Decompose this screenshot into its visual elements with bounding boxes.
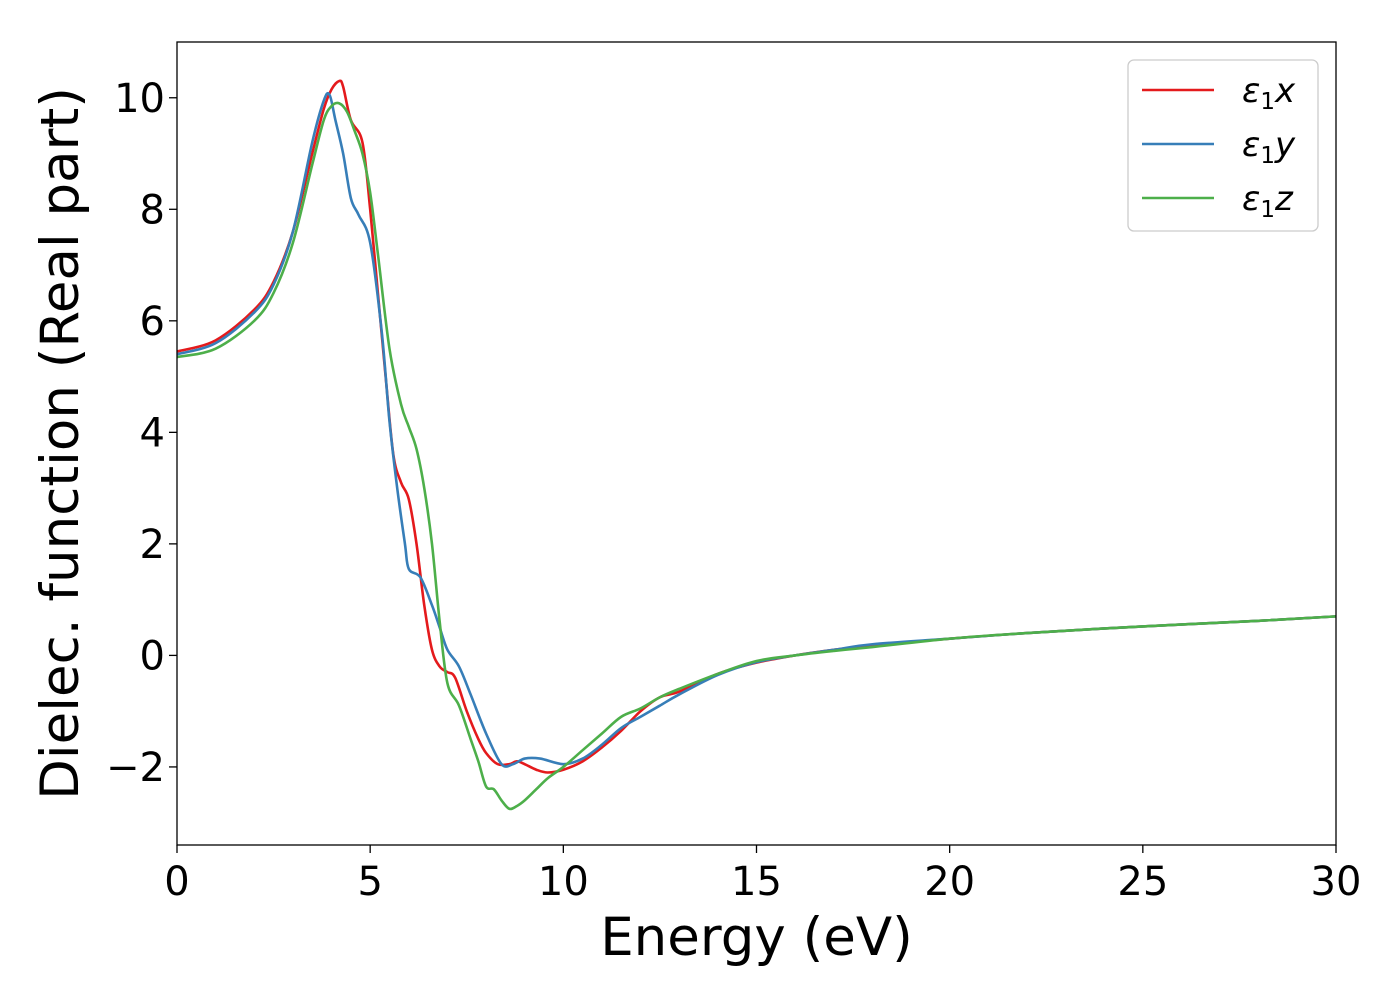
x-axis-ticks: 0 5 10 15 20 25 30 (164, 845, 1361, 905)
x-tick-label: 25 (1117, 859, 1168, 905)
x-tick-label: 20 (924, 859, 975, 905)
legend-label-z: ε1z (1242, 179, 1294, 223)
y-axis-label: Dielec. function (Real part) (30, 87, 91, 800)
x-axis-label: Energy (eV) (600, 907, 913, 968)
y-tick-label: 4 (140, 410, 165, 456)
legend-box (1127, 59, 1319, 232)
y-tick-label: 8 (140, 187, 165, 233)
x-tick-label: 15 (731, 859, 782, 905)
x-tick-label: 0 (164, 859, 189, 905)
x-tick-label: 30 (1311, 859, 1362, 905)
y-tick-label: 10 (114, 76, 165, 122)
y-tick-label: −2 (106, 745, 165, 791)
y-tick-label: 6 (140, 299, 165, 345)
x-tick-label: 10 (538, 859, 589, 905)
y-tick-label: 2 (140, 522, 165, 568)
legend: ε1x ε1y ε1z (1127, 59, 1319, 232)
legend-label-y: ε1y (1242, 125, 1296, 169)
y-axis-ticks: −2 0 2 4 6 8 10 (106, 76, 177, 791)
legend-label-x: ε1x (1242, 71, 1296, 115)
series-line-z (177, 101, 1336, 811)
series-layer (177, 79, 1336, 811)
x-tick-label: 5 (357, 859, 382, 905)
y-tick-label: 0 (140, 633, 165, 679)
